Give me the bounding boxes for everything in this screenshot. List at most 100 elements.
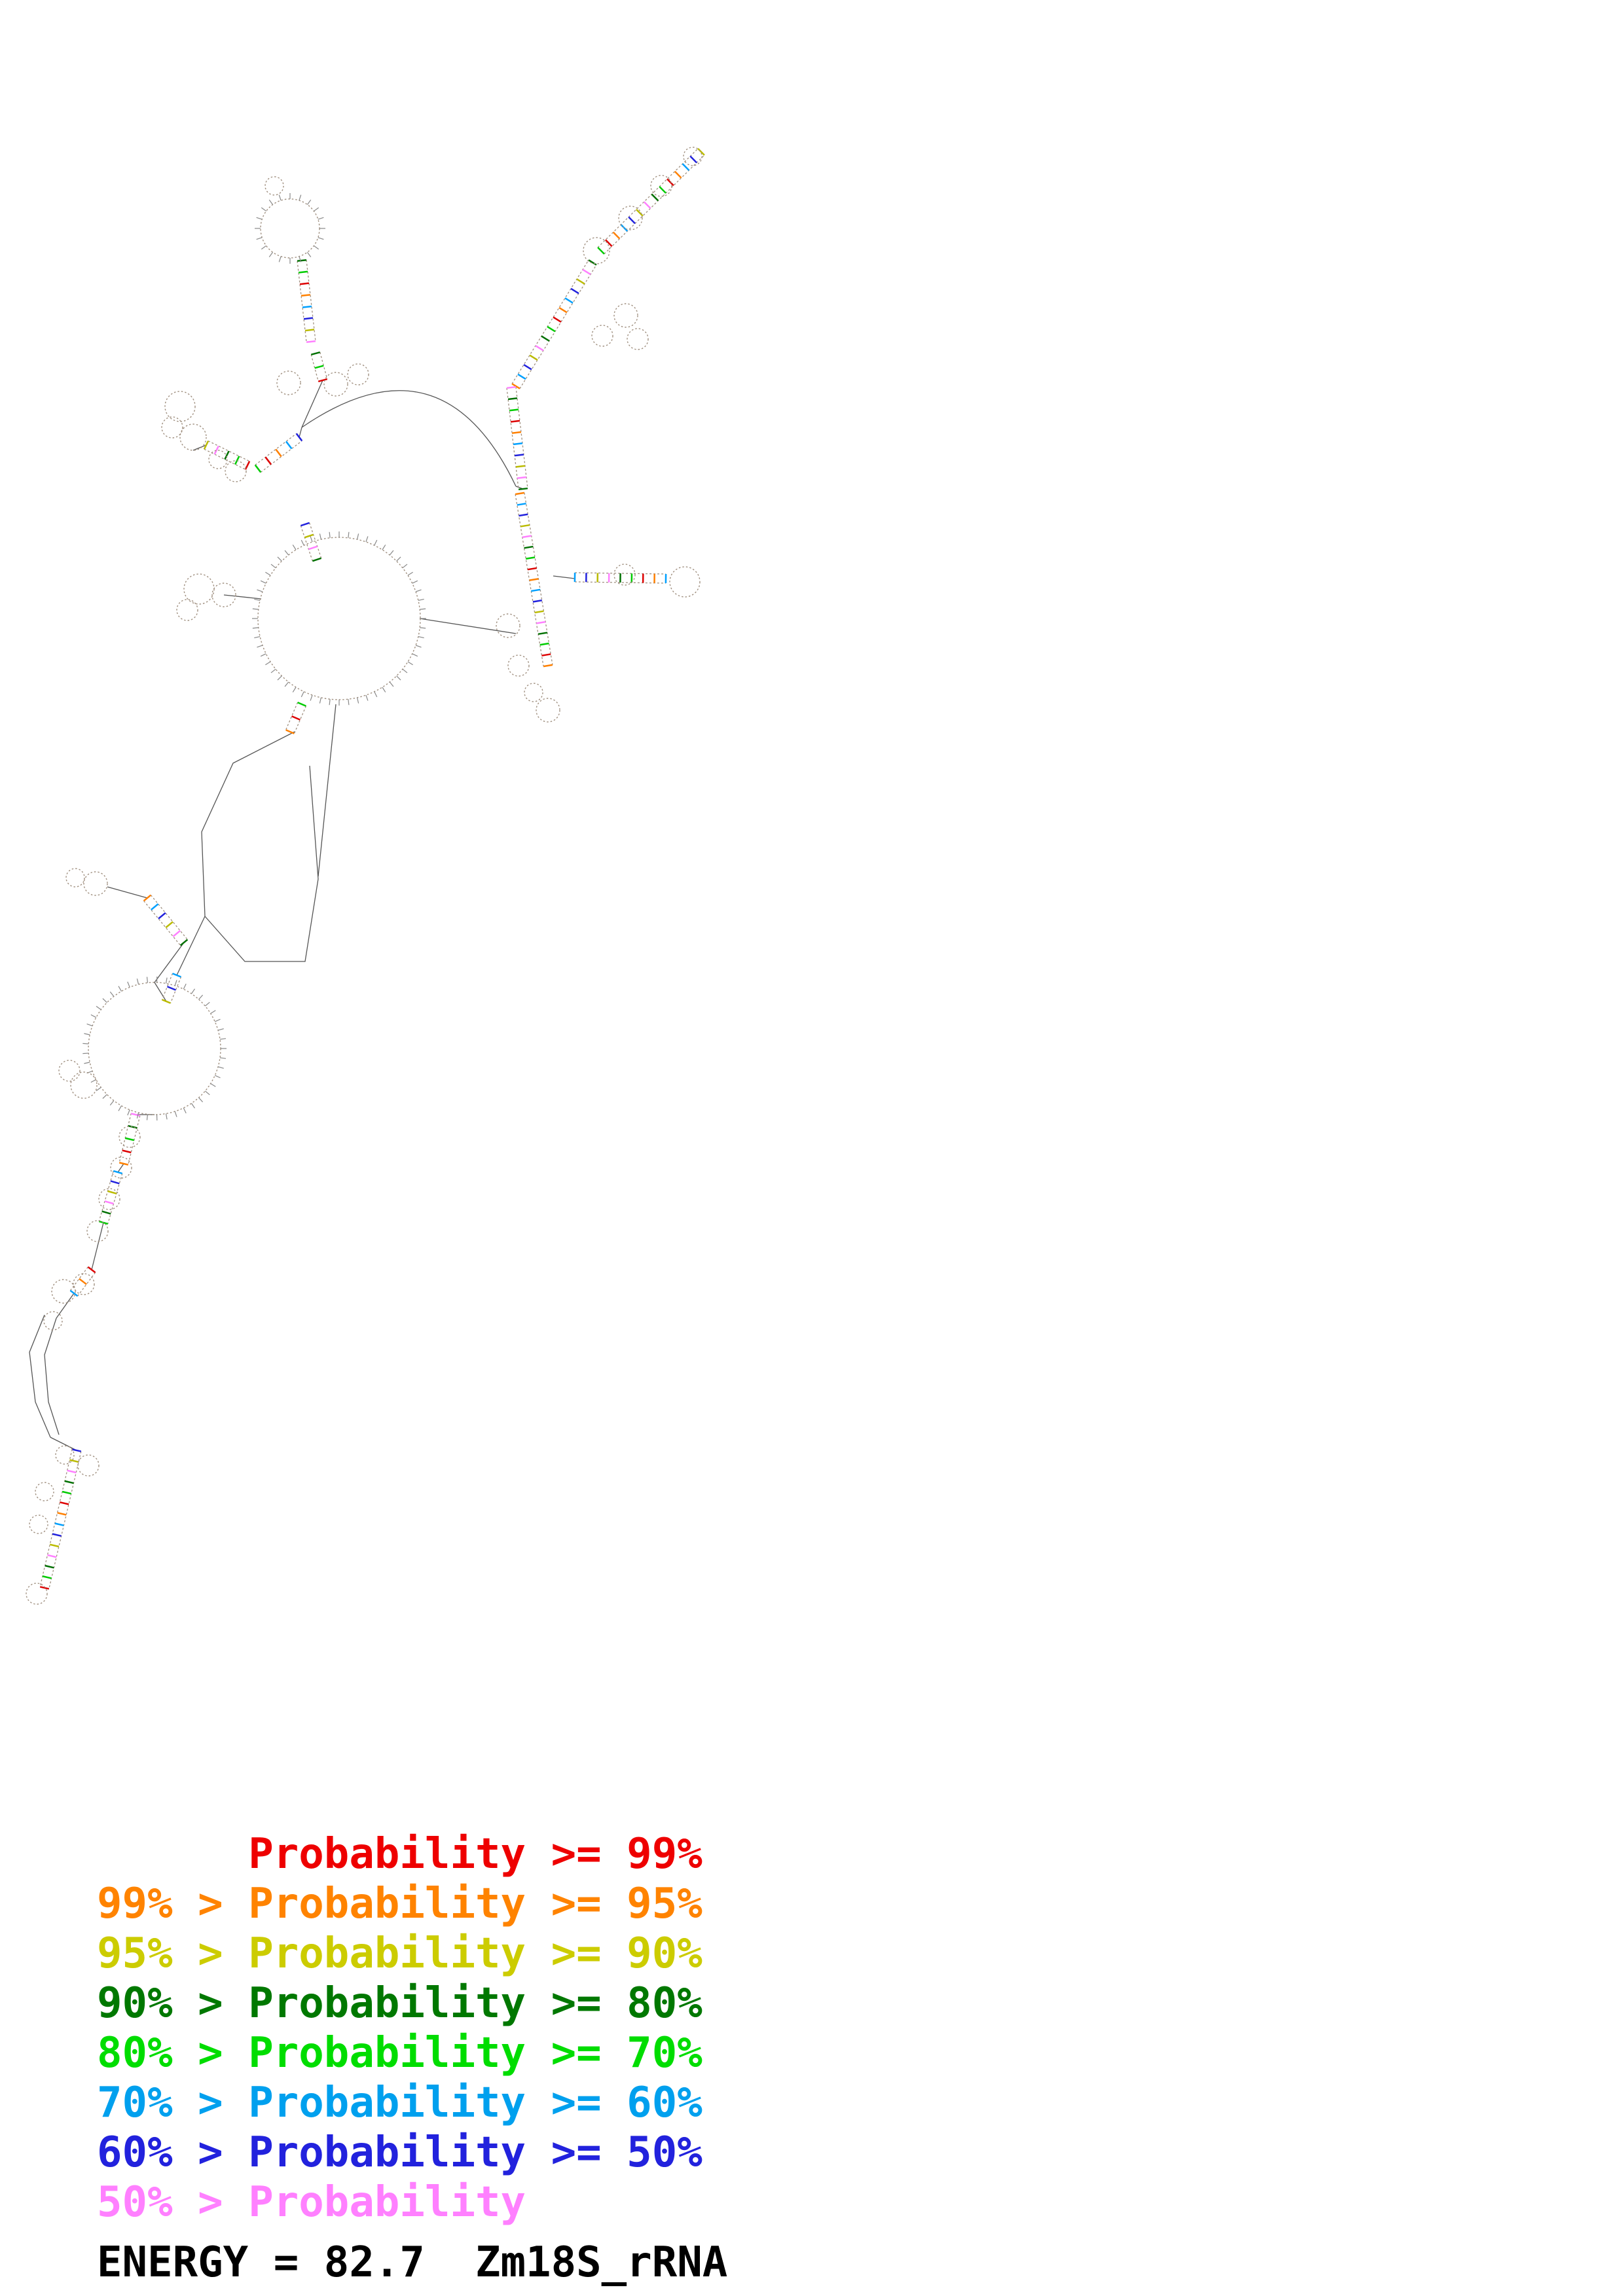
hairpin-loop (613, 564, 636, 586)
hairpin-loop (98, 1188, 120, 1210)
hairpin-loop (264, 176, 284, 196)
hairpin-loop (618, 206, 643, 230)
nucleotide-tick (254, 598, 261, 601)
base-pair (165, 921, 173, 929)
nucleotide-tick (268, 199, 274, 205)
base-pair (203, 440, 210, 450)
base-pair (511, 431, 522, 434)
nucleotide-tick (204, 1001, 210, 1007)
hairpin-loop (77, 1454, 100, 1477)
base-pair (285, 440, 293, 450)
base-pair (67, 1469, 77, 1474)
base-pair (513, 442, 523, 446)
base-pair (310, 351, 321, 356)
hairpin-loop (73, 1273, 95, 1295)
base-pair (636, 209, 644, 217)
nucleotide-tick (174, 980, 177, 986)
base-pair (301, 294, 311, 297)
base-pair (506, 386, 517, 389)
nucleotide-tick (257, 645, 263, 648)
backbone-strand (91, 1222, 104, 1270)
nucleotide-tick (146, 977, 149, 983)
hairpin-loop (83, 871, 108, 896)
nucleotide-tick (348, 531, 350, 538)
nucleotide-tick (261, 245, 266, 250)
hairpin-loop (65, 868, 85, 888)
base-pair (49, 1543, 60, 1548)
hairpin-loop (524, 683, 543, 702)
base-pair (104, 1200, 114, 1205)
base-pair (297, 702, 306, 707)
legend-line: 90% > Probability >= 80% (97, 1979, 702, 2028)
base-pair (543, 664, 553, 668)
base-pair (312, 557, 322, 562)
nucleotide-tick (86, 1023, 93, 1027)
base-pair (522, 535, 532, 539)
backbone-strand (107, 886, 148, 899)
backbone-strand (176, 916, 206, 976)
base-pair (285, 729, 295, 734)
nucleotide-tick (118, 1105, 122, 1111)
base-pair (179, 939, 189, 946)
hairpin-loop (35, 1482, 54, 1501)
backbone-strand (56, 1293, 75, 1319)
base-pair (298, 270, 308, 274)
backbone-strand (299, 427, 302, 438)
nucleotide-tick (382, 687, 386, 692)
base-pair (517, 476, 527, 479)
legend-line: 50% > Probability (97, 2178, 526, 2227)
hairpin-loop (86, 1220, 109, 1242)
base-pair (535, 345, 544, 351)
base-pair (515, 492, 525, 495)
nucleotide-tick (257, 589, 263, 592)
base-pair (79, 1278, 87, 1285)
backbone-strand (553, 575, 575, 579)
nucleotide-tick (210, 1010, 216, 1014)
base-pair (538, 632, 548, 636)
hairpin-loop (627, 328, 649, 350)
nucleotide-tick (191, 1103, 196, 1109)
hairpin-loop (110, 1157, 132, 1179)
base-pair (304, 533, 314, 539)
nucleotide-tick (118, 986, 122, 992)
hairpin-loop (70, 1071, 98, 1099)
backbone-strand (44, 1318, 60, 1435)
base-pair (510, 420, 520, 423)
backbone-strand (154, 982, 167, 1002)
nucleotide-tick (396, 556, 401, 562)
hairpin-loop (591, 325, 613, 347)
nucleotide-tick (348, 699, 350, 706)
nucleotide-tick (306, 199, 312, 205)
nucleotide-tick (407, 571, 413, 576)
backbone-strand (223, 594, 262, 600)
hairpin-loop (583, 237, 610, 264)
base-pair (110, 1180, 120, 1185)
base-pair (604, 239, 613, 247)
base-pair (47, 1554, 57, 1558)
base-pair (689, 155, 698, 164)
base-pair (526, 556, 536, 560)
nucleotide-tick (198, 994, 204, 1000)
nucleotide-tick (314, 207, 319, 212)
base-pair (628, 216, 636, 224)
hairpin-loop (58, 1060, 81, 1082)
nucleotide-tick (382, 545, 386, 550)
nucleotide-tick (90, 1079, 97, 1083)
legend-line: 70% > Probability >= 60% (97, 2079, 702, 2127)
base-pair (643, 201, 651, 209)
nucleotide-tick (82, 1043, 89, 1045)
nucleotide-tick (389, 681, 394, 687)
nucleotide-tick (146, 1114, 149, 1121)
base-pair (517, 373, 526, 380)
nucleotide-tick (418, 636, 424, 639)
base-pair (620, 224, 629, 232)
energy-label: ENERGY = 82.7 Zm18S_rRNA (97, 2238, 728, 2287)
base-pair (306, 340, 316, 344)
nucleotide-tick (292, 687, 297, 692)
nucleotide-tick (109, 1100, 115, 1106)
base-pair (302, 305, 312, 308)
hairpin-loop (536, 698, 560, 723)
nucleotide-tick (329, 699, 331, 706)
base-pair (119, 1162, 129, 1166)
nucleotide-tick (402, 668, 408, 673)
